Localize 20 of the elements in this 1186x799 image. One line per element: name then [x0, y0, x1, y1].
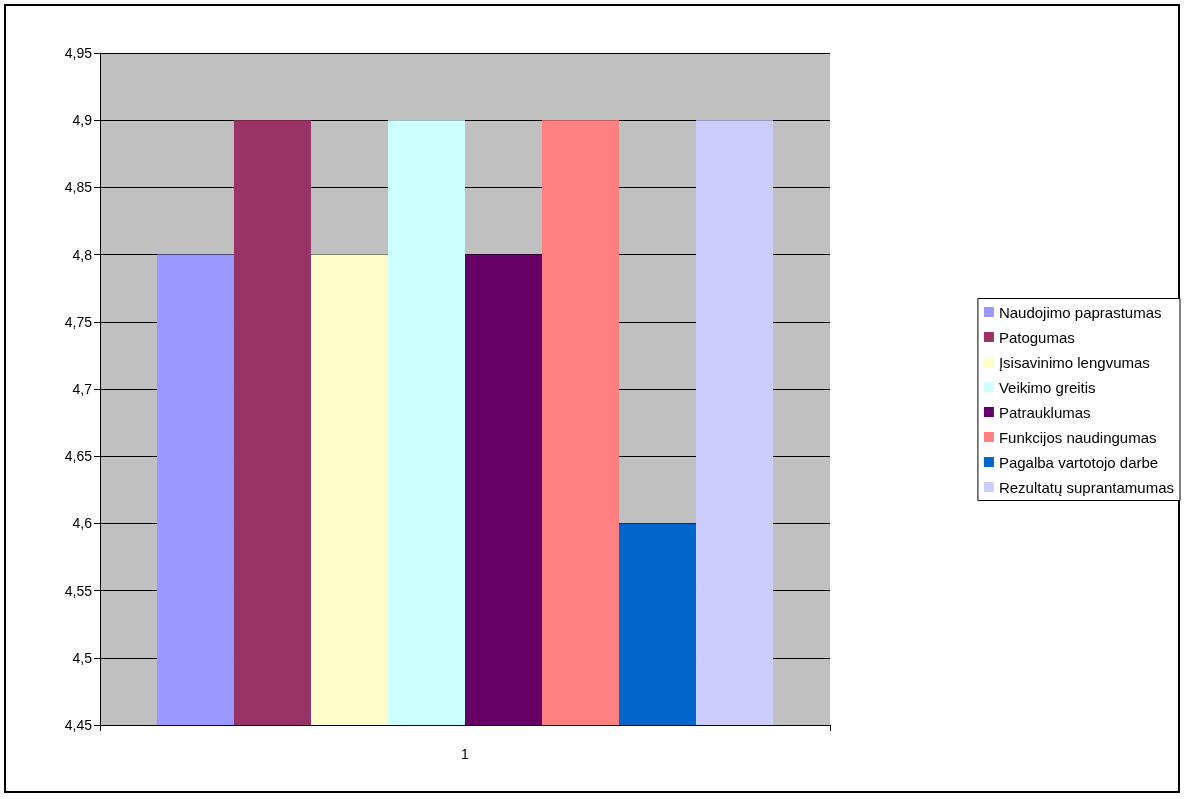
legend-label: Patogumas: [998, 328, 1075, 346]
y-tick-label: 4,75: [64, 313, 93, 330]
legend-label: Rezultatų suprantamumas: [998, 478, 1175, 496]
y-tick-label: 4,55: [64, 582, 93, 599]
y-tick-label: 4,95: [64, 45, 93, 61]
y-tick-label: 4,6: [72, 515, 93, 532]
y-tick-label: 4,9: [72, 112, 93, 129]
legend-label: Pagalba vartotojo darbe: [998, 453, 1159, 471]
x-tick-label: 1: [461, 746, 470, 762]
legend-label: Patrauklumas: [998, 403, 1091, 421]
legend-label: Įsisavinimo lengvumas: [998, 353, 1150, 371]
legend-label: Veikimo greitis: [998, 378, 1096, 396]
legend-label: Funkcijos naudingumas: [998, 428, 1157, 446]
y-tick-label: 4,45: [64, 717, 93, 733]
y-tick-label: 4,85: [64, 179, 93, 196]
legend-label: Naudojimo paprastumas: [998, 303, 1162, 321]
y-tick-label: 4,5: [72, 649, 93, 666]
y-tick-label: 4,8: [72, 246, 93, 263]
y-tick-label: 4,7: [72, 381, 93, 397]
y-tick-label: 4,65: [64, 448, 93, 465]
